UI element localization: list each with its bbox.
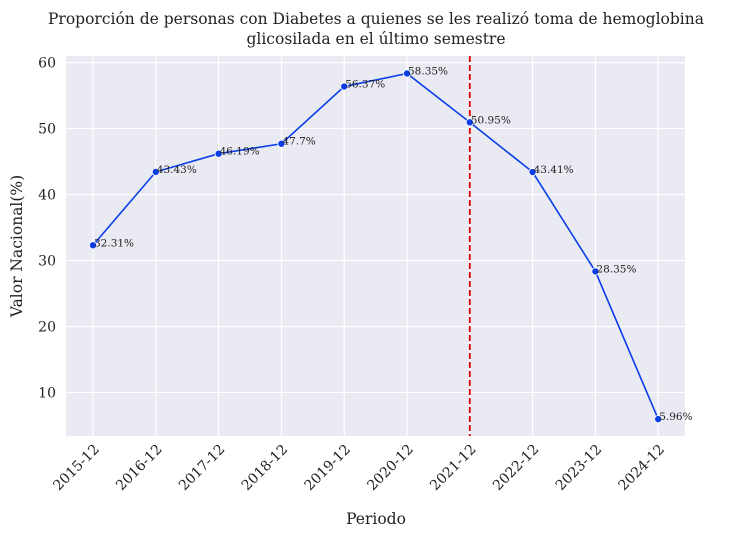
data-point-8 xyxy=(591,267,600,276)
data-label-4: 56.37% xyxy=(345,79,385,91)
x-tick-7: 2022-12 xyxy=(490,442,542,494)
data-point-4 xyxy=(340,82,349,91)
data-label-3: 47.7% xyxy=(282,136,315,148)
data-point-3 xyxy=(277,139,286,148)
y-tick-0: 10 xyxy=(38,385,56,401)
x-tick-labels: 2015-12 2016-12 2017-12 2018-12 2019-12 2020-… xyxy=(50,442,668,494)
y-tick-5: 60 xyxy=(38,56,56,72)
y-tick-2: 30 xyxy=(38,254,56,270)
data-label-9: 5.96% xyxy=(659,411,692,423)
data-point-9 xyxy=(654,415,663,424)
data-label-0: 32.31% xyxy=(94,237,134,249)
data-point-2 xyxy=(214,149,223,158)
data-point-6 xyxy=(465,118,474,127)
data-label-1: 43.43% xyxy=(157,164,197,176)
data-label-6: 50.95% xyxy=(471,114,511,126)
x-tick-9: 2024-12 xyxy=(616,442,668,494)
data-point-5 xyxy=(402,69,411,78)
data-point-7 xyxy=(528,168,537,177)
y-tick-3: 40 xyxy=(38,188,56,204)
x-tick-6: 2021-12 xyxy=(427,442,479,494)
data-labels: 32.31% 43.43% 46.19% 47.7% 56.37% 58.35% 50.95… xyxy=(94,65,693,423)
x-axis-label: Periodo xyxy=(346,510,406,528)
x-tick-8: 2023-12 xyxy=(553,442,605,494)
y-tick-4: 50 xyxy=(38,122,56,138)
x-tick-3: 2018-12 xyxy=(239,442,291,494)
x-tick-5: 2020-12 xyxy=(364,442,416,494)
y-tick-labels: 10 20 30 40 50 60 xyxy=(38,56,56,402)
x-tick-1: 2016-12 xyxy=(113,442,165,494)
data-point-0 xyxy=(89,241,98,250)
chart-title-line-2: glicosilada en el último semestre xyxy=(246,30,505,48)
y-tick-1: 20 xyxy=(38,319,56,335)
data-points xyxy=(89,69,663,424)
plot-background xyxy=(66,56,685,436)
data-label-8: 28.35% xyxy=(596,263,636,275)
series-line xyxy=(92,72,659,420)
data-label-7: 43.41% xyxy=(534,164,574,176)
data-label-5: 58.35% xyxy=(408,65,448,77)
data-label-2: 46.19% xyxy=(220,146,260,158)
y-axis-label: Valor Nacional(%) xyxy=(8,175,26,318)
x-tick-0: 2015-12 xyxy=(50,442,102,494)
chart-title-line-1: Proporción de personas con Diabetes a qu… xyxy=(48,10,704,28)
x-tick-4: 2019-12 xyxy=(302,442,354,494)
data-point-1 xyxy=(151,167,160,176)
x-tick-2: 2017-12 xyxy=(176,442,228,494)
